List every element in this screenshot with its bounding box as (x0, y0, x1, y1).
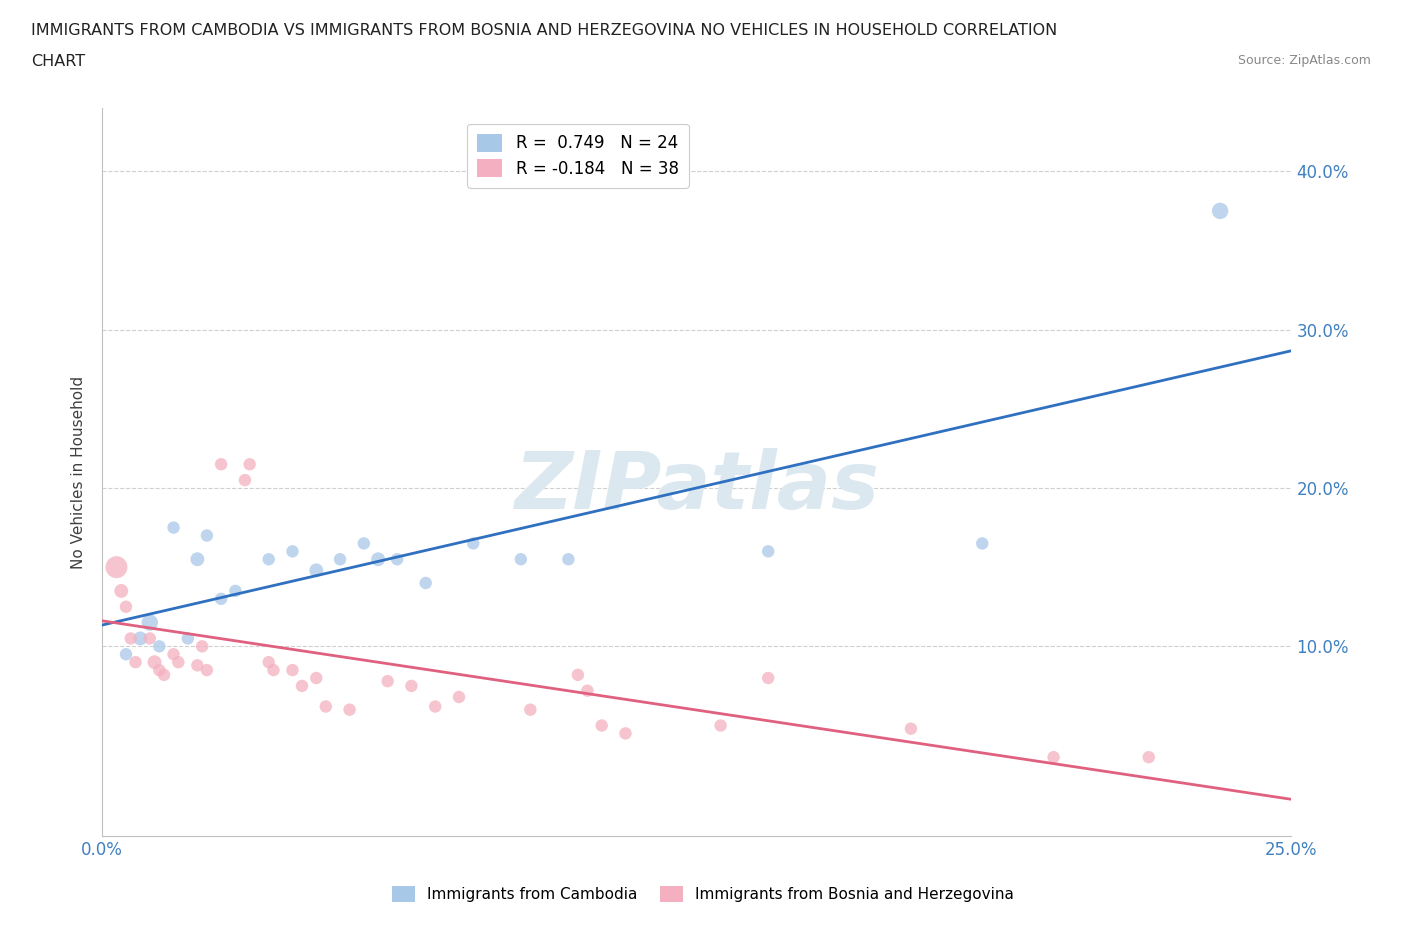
Point (972, 536, 994, 551)
Point (115, 646, 138, 661)
Point (257, 551, 280, 566)
Point (614, 726, 637, 741)
Point (1209, 204, 1232, 219)
Point (239, 457, 262, 472)
Point (463, 536, 485, 551)
Point (339, 702, 361, 717)
Point (195, 663, 218, 678)
Point (139, 631, 162, 645)
Point (509, 551, 531, 566)
Point (710, 718, 733, 733)
Point (143, 655, 166, 670)
Point (262, 663, 284, 678)
Point (329, 551, 352, 566)
Text: CHART: CHART (31, 54, 84, 69)
Point (401, 679, 423, 694)
Point (756, 671, 779, 685)
Point (315, 699, 337, 714)
Point (162, 520, 184, 535)
Point (353, 536, 375, 551)
Point (110, 583, 132, 598)
Point (281, 544, 304, 559)
Point (281, 663, 304, 678)
Point (191, 639, 214, 654)
Point (120, 631, 142, 645)
Point (186, 551, 208, 566)
Point (124, 655, 146, 670)
Point (224, 583, 246, 598)
Point (377, 673, 399, 688)
Point (756, 544, 779, 559)
Point (519, 702, 541, 717)
Point (209, 591, 232, 606)
Point (129, 631, 152, 645)
Legend: R =  0.749   N = 24, R = -0.184   N = 38: R = 0.749 N = 24, R = -0.184 N = 38 (467, 124, 689, 188)
Point (257, 655, 280, 670)
Text: Source: ZipAtlas.com: Source: ZipAtlas.com (1237, 54, 1371, 67)
Text: IMMIGRANTS FROM CAMBODIA VS IMMIGRANTS FROM BOSNIA AND HERZEGOVINA NO VEHICLES I: IMMIGRANTS FROM CAMBODIA VS IMMIGRANTS F… (31, 23, 1057, 38)
Point (557, 551, 579, 566)
Point (105, 560, 128, 575)
Point (177, 631, 200, 645)
Legend: Immigrants from Cambodia, Immigrants from Bosnia and Herzegovina: Immigrants from Cambodia, Immigrants fro… (385, 880, 1021, 909)
Point (1042, 750, 1064, 764)
Point (167, 655, 190, 670)
Point (447, 689, 470, 704)
Point (367, 551, 389, 566)
Point (153, 668, 176, 683)
Point (233, 472, 256, 487)
Y-axis label: No Vehicles in Household: No Vehicles in Household (72, 376, 86, 569)
Point (162, 646, 184, 661)
Point (209, 457, 232, 472)
Point (291, 679, 314, 694)
Point (415, 576, 437, 591)
Point (115, 599, 138, 614)
Point (305, 671, 328, 685)
Text: ZIPatlas: ZIPatlas (515, 447, 879, 525)
Point (186, 658, 208, 672)
Point (148, 639, 170, 654)
Point (1137, 750, 1160, 764)
Point (900, 722, 922, 737)
Point (591, 718, 613, 733)
Point (305, 563, 328, 578)
Point (425, 699, 447, 714)
Point (148, 663, 170, 678)
Point (385, 551, 408, 566)
Point (195, 528, 218, 543)
Point (567, 668, 589, 683)
Point (139, 615, 162, 630)
Point (576, 684, 599, 698)
